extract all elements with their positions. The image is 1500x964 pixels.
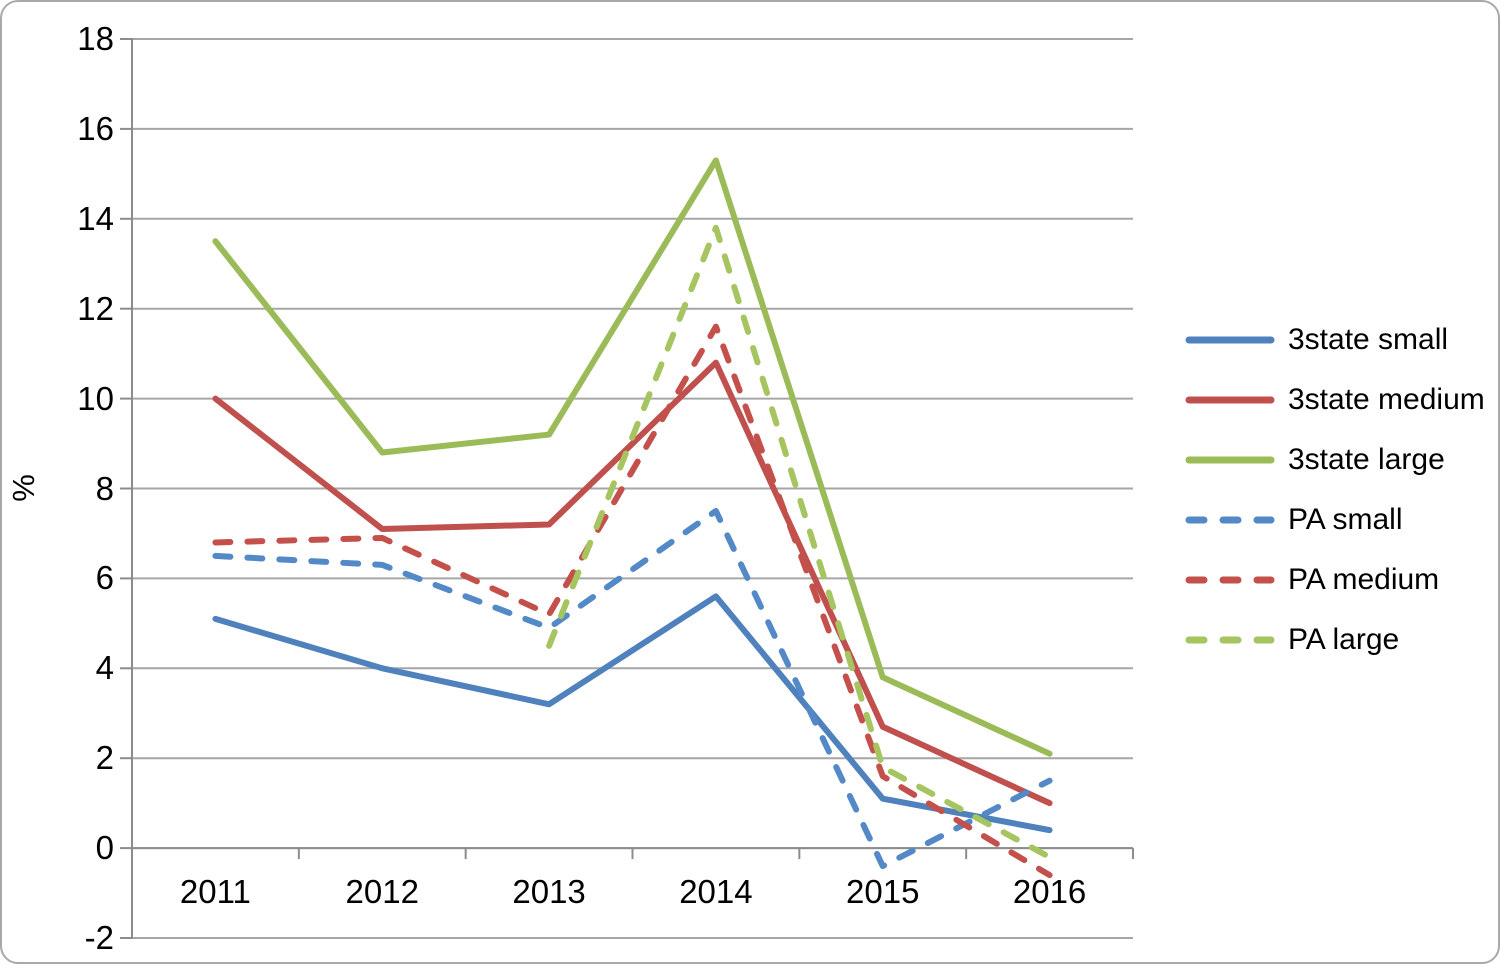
x-axis-tick-label: 2013	[512, 873, 586, 910]
legend-swatch	[1185, 336, 1275, 344]
legend-label: PA large	[1288, 623, 1400, 656]
chart-legend: 3state small 3state medium 3state large PA …	[1185, 310, 1485, 670]
y-axis-tick-label: 14	[77, 199, 114, 237]
legend-swatch	[1185, 396, 1275, 404]
legend-swatch	[1185, 456, 1275, 464]
legend-label: 3state small	[1288, 323, 1449, 356]
series-line-pa-large	[546, 224, 1053, 861]
y-axis-tick-label: 18	[77, 20, 114, 57]
y-axis-tick-label: 10	[77, 379, 114, 417]
legend-swatch	[1185, 516, 1275, 524]
series-line-3state-medium	[212, 359, 1053, 807]
legend-label: 3state large	[1288, 443, 1445, 476]
legend-item-3state-large: 3state large	[1185, 430, 1485, 490]
legend-swatch	[1185, 576, 1275, 584]
series-line-3state-large	[212, 157, 1053, 757]
x-axis-tick-label: 2014	[679, 873, 753, 910]
x-axis-tick-label: 2015	[846, 873, 920, 910]
x-axis-tick-label: 2016	[1012, 873, 1087, 910]
legend-item-3state-medium: 3state medium	[1185, 370, 1485, 430]
y-axis-tick-label: 12	[77, 289, 114, 327]
y-axis-tick-label: 0	[95, 829, 114, 867]
y-axis-tick-label: -2	[84, 919, 114, 956]
series-line-pa-small	[212, 507, 1053, 870]
series-line-3state-small	[212, 593, 1053, 834]
y-axis-tick-label: 6	[95, 559, 114, 597]
y-axis-tick-label: 2	[95, 739, 114, 777]
legend-item-3state-small: 3state small	[1185, 310, 1485, 370]
x-axis-tick-label: 2012	[345, 873, 419, 910]
legend-label: PA medium	[1288, 563, 1440, 596]
legend-item-pa-large: PA large	[1185, 610, 1485, 670]
y-axis-tick-label: 8	[95, 469, 114, 507]
series-line-pa-medium	[212, 323, 1053, 879]
legend-label: PA small	[1288, 503, 1403, 536]
legend-label: 3state medium	[1288, 383, 1485, 416]
y-axis-tick-label: 4	[95, 649, 114, 687]
x-axis-tick-label: 2011	[179, 873, 251, 910]
legend-swatch	[1185, 636, 1275, 644]
legend-item-pa-small: PA small	[1185, 490, 1485, 550]
y-axis-tick-label: 16	[77, 109, 114, 147]
legend-item-pa-medium: PA medium	[1185, 550, 1485, 610]
